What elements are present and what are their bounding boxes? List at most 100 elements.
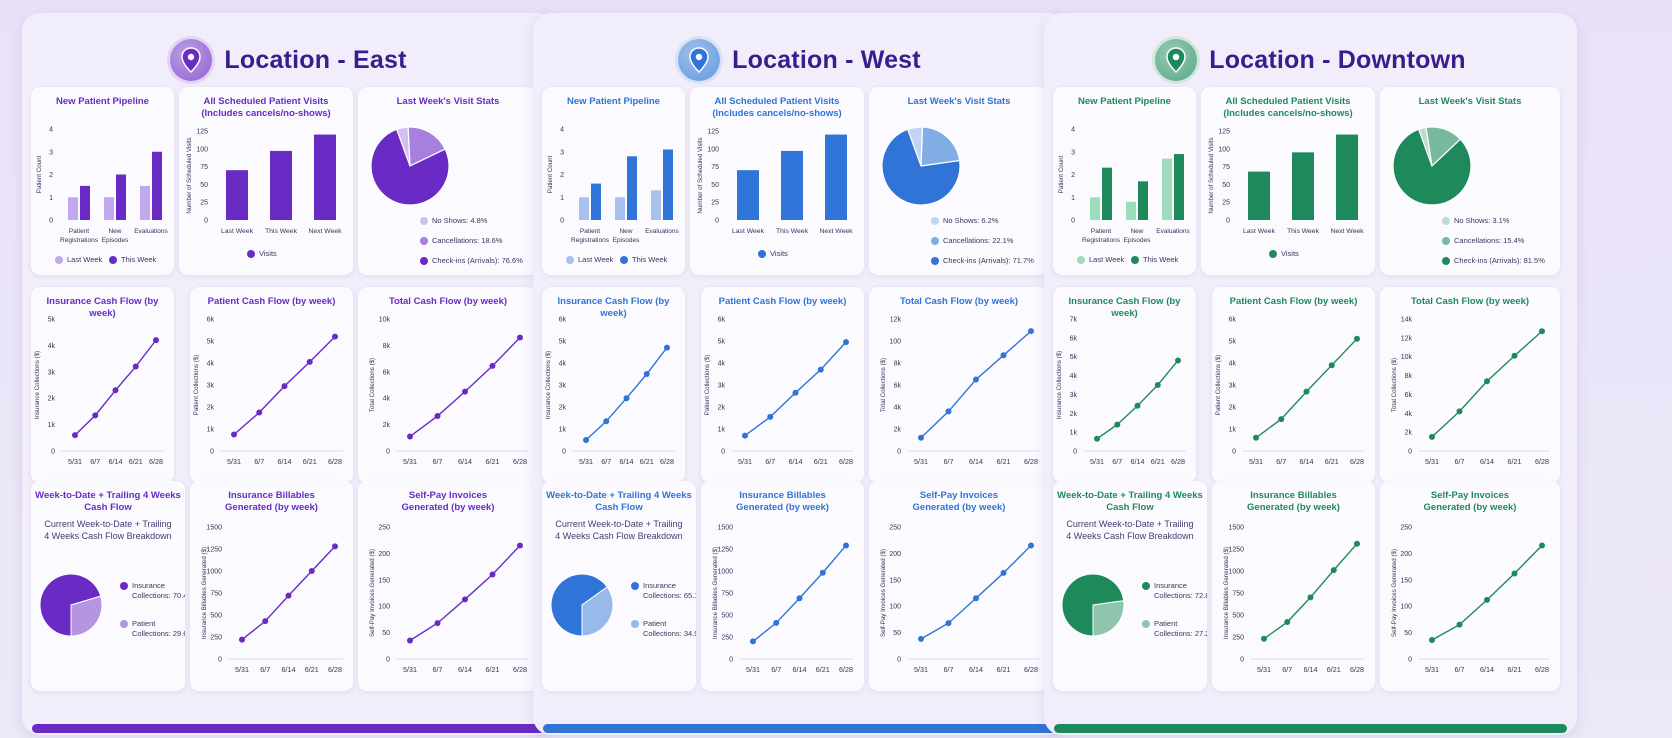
series-line [409, 544, 521, 642]
x-tick-label: 6/28 [513, 457, 527, 466]
chart-svg: 0 2k 4k 6k 8k 100 12k Total Collections ($) 5/31… [880, 317, 1039, 466]
x-tick-label: 6/7 [765, 457, 775, 466]
subtitle-line: 4 Weeks Cash Flow Breakdown [1066, 530, 1194, 541]
chart-title: Self-Pay Invoices Generated (by week) [871, 490, 1047, 513]
x-tick-label: 6/21 [1325, 457, 1339, 466]
y-tick-label: 1 [1071, 195, 1075, 202]
x-tick-label: 6/7 [1112, 457, 1122, 466]
location-header: Location - Downtown [1044, 35, 1577, 85]
y-axis-label: Insurance Billables Generated ($) [201, 547, 208, 639]
chart-title-line: Week-to-Date + Trailing 4 Weeks [1057, 490, 1203, 501]
x-category-label: Episodes [1124, 237, 1151, 244]
x-tick-label: 6/14 [1304, 665, 1318, 674]
x-tick-label: 5/31 [1090, 457, 1104, 466]
legend-label: No Shows: 4.8% [432, 216, 488, 225]
data-point [1307, 594, 1314, 601]
x-tick-label: 6/14 [109, 457, 123, 466]
chart-title-line: Patient Cash Flow (by week) [718, 296, 847, 307]
location-header: Location - East [22, 35, 555, 85]
bar-this-week [116, 174, 126, 220]
y-tick-label: 1k [1229, 427, 1237, 434]
y-tick-label: 12k [890, 317, 902, 324]
y-tick-label: 3 [1071, 149, 1075, 156]
x-tick-label: 6/28 [1024, 457, 1038, 466]
x-tick-label: 5/31 [1425, 665, 1439, 674]
chart-title-line: Self-Pay Invoices [408, 490, 488, 501]
y-tick-label: 50 [200, 182, 208, 189]
data-point [132, 363, 139, 370]
legend-item: Cancellations: 15.4% [1442, 236, 1524, 245]
y-tick-label: 50 [711, 182, 719, 189]
bar-visits [270, 150, 292, 220]
y-tick-label: 6k [1405, 392, 1413, 399]
chart-title-line: Insurance Billables [739, 490, 826, 501]
legend-item: No Shows: 3.1% [1442, 216, 1509, 225]
legend-label: Visits [1281, 249, 1299, 258]
legend-swatch [1142, 620, 1150, 628]
data-point [462, 388, 468, 395]
chart-svg: 0 50 100 150 200 250 Self-Pay Invoices Generat… [1391, 525, 1550, 674]
data-point [603, 418, 610, 425]
data-point [1539, 542, 1545, 549]
legend-label: Last Week [67, 255, 103, 264]
x-category-label: Registrations [1082, 237, 1121, 244]
legend-label: Last Week [1089, 255, 1125, 264]
legend-last-week: Last Week [566, 255, 613, 264]
y-tick-label: 0 [897, 449, 901, 456]
chart-title: Week-to-Date + Trailing 4 Weeks Cash Flow [33, 490, 183, 513]
data-point [843, 339, 849, 346]
y-axis-label: Patient Collections ($) [193, 355, 200, 416]
x-category-label: Last Week [1243, 228, 1276, 235]
y-tick-label: 0 [204, 218, 208, 225]
bar-last-week [140, 185, 150, 220]
data-point [1253, 434, 1259, 441]
series-line [1431, 544, 1543, 641]
patient-cash-flow-card: Patient Cash Flow (by week) 0 1k 2k 3k 4k 5k 6k… [190, 287, 353, 483]
y-axis-label: Patient Count [1058, 155, 1065, 193]
legend-swatch [1442, 216, 1450, 225]
y-tick-label: 3 [560, 149, 564, 156]
legend-swatch [758, 249, 766, 258]
data-point [1456, 621, 1463, 628]
y-tick-label: 750 [721, 591, 733, 598]
chart-svg: 0 1k 2k 3k 4k 5k 6k 7k Insurance Collections ($)… [1056, 317, 1186, 466]
data-point [742, 432, 748, 439]
y-tick-label: 1250 [1228, 547, 1244, 554]
x-tick-label: 6/28 [839, 665, 853, 674]
chart-title-line: New Patient Pipeline [567, 96, 660, 107]
chart-svg [39, 573, 103, 637]
chart-svg [1061, 573, 1125, 637]
y-tick-label: 2k [207, 405, 215, 412]
legend-visits: Visits [1269, 249, 1299, 258]
y-tick-label: 6k [383, 369, 391, 376]
data-point [1154, 382, 1161, 388]
new-patient-pipeline-card: New Patient Pipeline 0 1 2 3 4 Patient Count Pa… [1053, 87, 1196, 275]
x-tick-label: 6/7 [254, 457, 264, 466]
x-tick-label: 6/21 [1151, 457, 1165, 466]
x-tick-label: 6/21 [640, 457, 654, 466]
pin-hole [695, 53, 703, 61]
chart-title: All Scheduled Patient Visits (Includes ca… [1203, 96, 1373, 119]
location-badge [678, 39, 721, 81]
y-tick-label: 14k [1401, 317, 1413, 324]
x-category-label: Patient [1091, 228, 1111, 235]
y-tick-label: 6k [894, 383, 902, 390]
y-tick-label: 4k [559, 361, 567, 368]
x-tick-label: 6/28 [1024, 665, 1038, 674]
bar-last-week [1162, 158, 1172, 220]
x-tick-label: 5/31 [1249, 457, 1263, 466]
y-tick-label: 2k [1070, 411, 1078, 418]
y-tick-label: 0 [1073, 449, 1077, 456]
legend-line: Insurance [643, 581, 676, 590]
y-tick-label: 1500 [717, 525, 733, 532]
x-category-label: Evaluations [1156, 228, 1190, 235]
chart-svg: 0 1k 2k 3k 4k 5k 6k Patient Collections ($) 5/31… [704, 317, 854, 466]
y-tick-label: 50 [382, 630, 390, 637]
chart-title-line: Insurance Billables [1250, 490, 1337, 501]
data-point [1511, 570, 1518, 577]
legend-last-week: Last Week [55, 255, 102, 264]
map-pin-icon [689, 47, 709, 73]
chart-title: Last Week's Visit Stats [360, 96, 536, 108]
